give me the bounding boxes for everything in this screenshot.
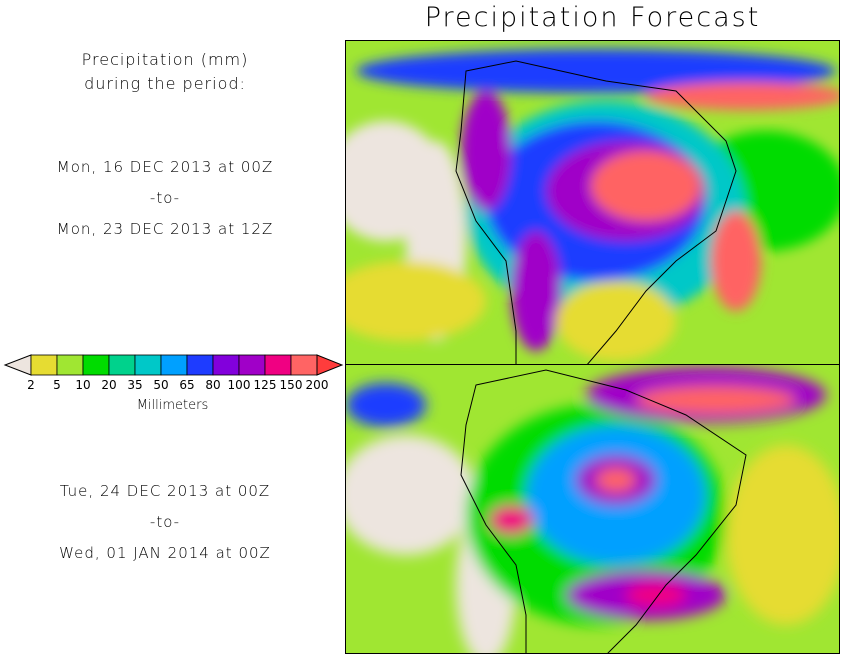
period-1-start: Mon, 16 DEC 2013 at 00Z [56,158,274,176]
period-2: Tue, 24 DEC 2013 at 00Z -to- Wed, 01 JAN… [0,476,330,569]
map-title: Precipitation Forecast [424,2,761,33]
description-line2: during the period: [84,74,246,93]
legend-tick: 35 [127,378,143,392]
legend-tick: 150 [279,378,303,392]
legend-unit-label: Millimeters [136,398,209,413]
legend-swatch [264,354,292,376]
period-1-separator: -to- [149,189,181,207]
description-line1: Precipitation (mm) [81,50,249,69]
legend-below-arrow [3,354,32,376]
legend-swatch [56,354,84,376]
legend-swatch [290,354,318,376]
legend-tick: 2 [27,378,35,392]
legend-swatch [82,354,110,376]
legend-swatch [30,354,58,376]
legend-tick: 125 [253,378,277,392]
legend-tick: 65 [179,378,195,392]
map-panel-period-1 [345,40,840,365]
map-panel-period-2 [345,364,840,654]
legend-swatch [238,354,266,376]
legend-tick: 50 [153,378,169,392]
legend-swatch [212,354,240,376]
legend-tick: 200 [305,378,329,392]
legend-swatch [186,354,214,376]
period-1-end: Mon, 23 DEC 2013 at 12Z [56,220,274,238]
legend-tick: 80 [205,378,221,392]
color-legend [3,354,344,376]
legend-swatch [134,354,162,376]
legend-tick: 20 [101,378,117,392]
legend-above-arrow [316,354,344,376]
legend-tick: 5 [53,378,61,392]
description: Precipitation (mm) during the period: [0,48,330,96]
legend-swatch [160,354,188,376]
legend-tick: 10 [75,378,91,392]
legend-tick: 100 [227,378,251,392]
period-2-end: Wed, 01 JAN 2014 at 00Z [59,544,271,562]
period-2-separator: -to- [149,513,181,531]
period-1: Mon, 16 DEC 2013 at 00Z -to- Mon, 23 DEC… [0,152,330,245]
period-2-start: Tue, 24 DEC 2013 at 00Z [59,482,271,500]
legend-swatch [108,354,136,376]
